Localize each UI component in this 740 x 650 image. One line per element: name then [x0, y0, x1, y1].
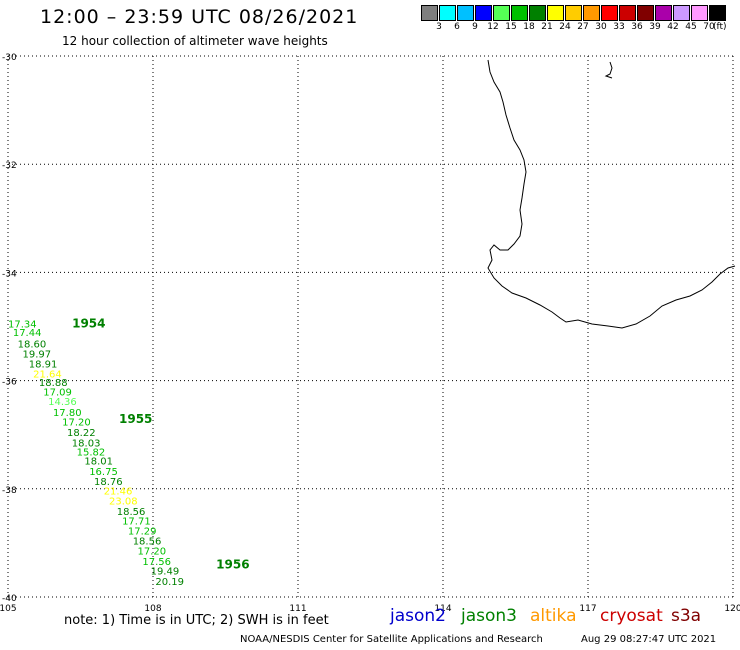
- color-swatch: [547, 5, 564, 21]
- color-swatch: [619, 5, 636, 21]
- color-swatch: [691, 5, 708, 21]
- satellite-legend-jason2: jason2: [390, 606, 446, 626]
- wave-height-value: 18.88: [39, 378, 68, 389]
- lon-tick-label: 114: [434, 604, 451, 614]
- color-swatch: [457, 5, 474, 21]
- wave-height-value: 23.08: [109, 497, 138, 508]
- wave-height-value: 17.09: [43, 387, 72, 398]
- pass-time-label: 1956: [216, 558, 249, 572]
- color-scale-label: 45: [685, 22, 697, 32]
- color-swatch: [439, 5, 456, 21]
- wave-height-value: 17.80: [53, 408, 82, 419]
- color-scale-label: 21: [541, 22, 553, 32]
- satellite-legend-s3a: s3a: [671, 606, 702, 626]
- color-scale-label: 24: [559, 22, 571, 32]
- color-scale-label: 9: [472, 22, 478, 32]
- wave-height-value: 17.20: [62, 418, 91, 429]
- wave-height-value: 16.75: [89, 467, 118, 478]
- lon-tick-label: 105: [0, 604, 17, 614]
- lon-tick-label: 111: [289, 604, 306, 614]
- coastline: [487, 59, 736, 329]
- color-scale-label: 70: [703, 22, 715, 32]
- wave-height-value: 18.56: [117, 507, 146, 518]
- color-swatch: [475, 5, 492, 21]
- wave-height-value: 18.56: [133, 537, 162, 548]
- color-swatch: [529, 5, 546, 21]
- color-swatch: [421, 5, 438, 21]
- color-scale-label: 18: [523, 22, 535, 32]
- satellite-legend-altika: altika: [530, 606, 577, 626]
- wave-height-value: 18.91: [29, 359, 58, 370]
- color-scale-label: 30: [595, 22, 607, 32]
- satellite-legend-cryosat: cryosat: [600, 606, 663, 626]
- color-swatch: [511, 5, 528, 21]
- color-scale-label: 12: [487, 22, 499, 32]
- wave-height-value: 14.36: [48, 397, 77, 408]
- color-scale-label: 36: [631, 22, 643, 32]
- wave-height-value: 19.49: [151, 566, 180, 577]
- color-swatch: [655, 5, 672, 21]
- pass-time-label: 1954: [72, 316, 105, 330]
- lon-tick-label: 108: [144, 604, 161, 614]
- wave-height-value: 21.64: [33, 370, 62, 381]
- wave-height-value: 17.56: [142, 557, 171, 568]
- color-swatch: [565, 5, 582, 21]
- wave-height-value: 19.97: [23, 350, 52, 361]
- wave-height-value: 17.71: [122, 517, 151, 528]
- map-subtitle: 12 hour collection of altimeter wave hei…: [62, 34, 328, 48]
- coastline-inlet: [604, 61, 613, 79]
- lat-tick-label: -30: [2, 53, 17, 63]
- satellite-legend-jason3: jason3: [461, 606, 517, 626]
- color-scale-unit: (ft): [713, 22, 727, 32]
- color-swatch: [583, 5, 600, 21]
- wave-height-value: 18.76: [94, 477, 123, 488]
- color-swatch: [637, 5, 654, 21]
- color-swatch: [601, 5, 618, 21]
- wave-height-value: 17.34: [8, 319, 37, 330]
- color-scale-label: 42: [667, 22, 679, 32]
- wave-height-value: 18.60: [18, 339, 47, 350]
- wave-height-value: 17.20: [138, 546, 167, 557]
- credit-line: NOAA/NESDIS Center for Satellite Applica…: [240, 634, 543, 645]
- wave-height-value: 17.29: [128, 526, 157, 537]
- color-swatch: [709, 5, 726, 21]
- color-scale-label: 3: [436, 22, 442, 32]
- color-scale-label: 27: [577, 22, 589, 32]
- lon-tick-label: 117: [579, 604, 596, 614]
- wave-height-value: 20.19: [155, 577, 184, 588]
- map-title: 12:00 – 23:59 UTC 08/26/2021: [40, 6, 359, 28]
- australia-coastline: [487, 59, 736, 329]
- wave-labels: 17.3417.4418.6019.9718.9121.6418.8817.09…: [8, 316, 250, 588]
- wave-height-value: 18.03: [72, 438, 101, 449]
- pass-time-label: 1955: [119, 412, 152, 426]
- wave-height-value: 21.46: [104, 486, 133, 497]
- color-swatch: [493, 5, 510, 21]
- generation-timestamp: Aug 29 08:27:47 UTC 2021: [581, 634, 717, 645]
- lat-tick-label: -34: [2, 269, 17, 279]
- lon-tick-label: 120: [724, 604, 740, 614]
- wave-height-value: 17.44: [13, 328, 42, 339]
- color-scale-label: 33: [613, 22, 625, 32]
- lat-tick-label: -36: [2, 378, 17, 388]
- graticule: 105 108 111 114 117 120 -30 -32 -34 -36 -38 -40: [0, 53, 740, 614]
- lat-tick-label: -38: [2, 486, 17, 496]
- color-scale-label: 15: [505, 22, 517, 32]
- wave-height-value: 18.22: [67, 428, 96, 439]
- lat-tick-label: -32: [2, 161, 17, 171]
- color-scale-label: 6: [454, 22, 460, 32]
- wave-height-value: 18.01: [84, 457, 113, 468]
- color-scale-label: 39: [649, 22, 661, 32]
- color-swatch: [673, 5, 690, 21]
- lat-tick-label: -40: [2, 594, 17, 604]
- wave-height-value: 15.82: [77, 447, 106, 458]
- units-note: note: 1) Time is in UTC; 2) SWH is in fe…: [64, 613, 329, 628]
